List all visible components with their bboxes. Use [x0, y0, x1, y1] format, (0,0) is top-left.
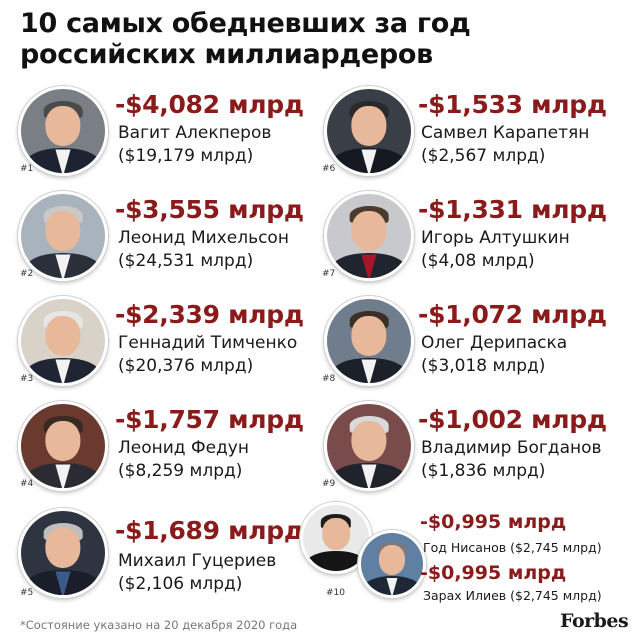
forbes-logo: Forbes	[560, 610, 629, 632]
loss-amount: -$1,689 млрд	[115, 516, 304, 545]
portrait-avatar	[18, 86, 108, 176]
rank-label: #8	[322, 374, 336, 384]
net-worth: ($2,106 млрд)	[118, 574, 243, 594]
person-line-iliev: Зарах Илиев ($2,745 млрд)	[423, 588, 602, 603]
loss-amount-nisanov: -$0,995 млрд	[420, 511, 567, 533]
rank-label: #5	[20, 588, 34, 598]
loss-amount: -$1,002 млрд	[418, 405, 607, 434]
net-worth: ($2,567 млрд)	[421, 146, 546, 166]
entry-9: #9 -$1,002 млрд Владимир Богданов ($1,83…	[318, 399, 640, 495]
net-worth: ($19,179 млрд)	[118, 146, 254, 166]
portrait-avatar	[18, 508, 108, 598]
rank-label: #10	[326, 588, 345, 598]
entry-4: #4 -$1,757 млрд Леонид Федун ($8,259 млр…	[0, 399, 310, 495]
person-name: Владимир Богданов	[421, 438, 602, 458]
net-worth: ($3,018 млрд)	[421, 356, 546, 376]
loss-amount: -$3,555 млрд	[115, 195, 304, 224]
entry-3: #3 -$2,339 млрд Геннадий Тимченко ($20,3…	[0, 294, 310, 390]
portrait-avatar	[324, 296, 414, 386]
entry-1: #1 -$4,082 млрд Вагит Алекперов ($19,179…	[0, 84, 310, 180]
net-worth: ($4,08 млрд)	[421, 251, 535, 271]
rank-label: #1	[20, 164, 34, 174]
net-worth: ($24,531 млрд)	[118, 251, 254, 271]
rank-label: #6	[322, 164, 336, 174]
entry-6: #6 -$1,533 млрд Самвел Карапетян ($2,567…	[318, 84, 640, 180]
person-name: Вагит Алекперов	[118, 123, 272, 143]
loss-amount: -$1,757 млрд	[115, 405, 304, 434]
person-name: Самвел Карапетян	[421, 123, 590, 143]
entry-2: #2 -$3,555 млрд Леонид Михельсон ($24,53…	[0, 189, 310, 285]
loss-amount: -$1,331 млрд	[418, 195, 607, 224]
person-line-nisanov: Год Нисанов ($2,745 млрд)	[423, 540, 602, 555]
person-name: Олег Дерипаска	[421, 333, 568, 353]
title-line-1: 10 самых обедневших за год	[20, 8, 471, 39]
portrait-avatar-iliev	[358, 530, 426, 598]
portrait-avatar	[18, 401, 108, 491]
portrait-avatar	[324, 401, 414, 491]
entry-7: #7 -$1,331 млрд Игорь Алтушкин ($4,08 мл…	[318, 189, 640, 285]
portrait-avatar	[324, 191, 414, 281]
person-name: Игорь Алтушкин	[421, 228, 570, 248]
portrait-avatar	[324, 86, 414, 176]
entry-5: #5 -$1,689 млрд Михаил Гуцериев ($2,106 …	[0, 506, 310, 602]
person-name: Леонид Михельсон	[118, 228, 289, 248]
net-worth: ($20,376 млрд)	[118, 356, 254, 376]
rank-label: #3	[20, 374, 34, 384]
net-worth: ($1,836 млрд)	[421, 461, 546, 481]
loss-amount-iliev: -$0,995 млрд	[420, 562, 567, 584]
net-worth: ($8,259 млрд)	[118, 461, 243, 481]
portrait-avatar	[18, 191, 108, 281]
rank-label: #4	[20, 479, 34, 489]
loss-amount: -$1,533 млрд	[418, 90, 607, 119]
rank-label: #9	[322, 479, 336, 489]
person-name: Михаил Гуцериев	[118, 551, 277, 571]
title-line-2: российских миллиардеров	[20, 39, 433, 70]
loss-amount: -$2,339 млрд	[115, 300, 304, 329]
entry-8: #8 -$1,072 млрд Олег Дерипаска ($3,018 м…	[318, 294, 640, 390]
page-title: 10 самых обедневших за год российских ми…	[20, 8, 620, 70]
rank-label: #7	[322, 269, 336, 279]
loss-amount: -$4,082 млрд	[115, 90, 304, 119]
entry-10: #10 -$0,995 млрд Год Нисанов ($2,745 млр…	[296, 500, 640, 610]
person-name: Леонид Федун	[118, 438, 249, 458]
person-name: Геннадий Тимченко	[118, 333, 298, 353]
rank-label: #2	[20, 269, 34, 279]
loss-amount: -$1,072 млрд	[418, 300, 607, 329]
portrait-avatar	[18, 296, 108, 386]
footnote: *Состояние указано на 20 декабря 2020 го…	[20, 618, 298, 632]
